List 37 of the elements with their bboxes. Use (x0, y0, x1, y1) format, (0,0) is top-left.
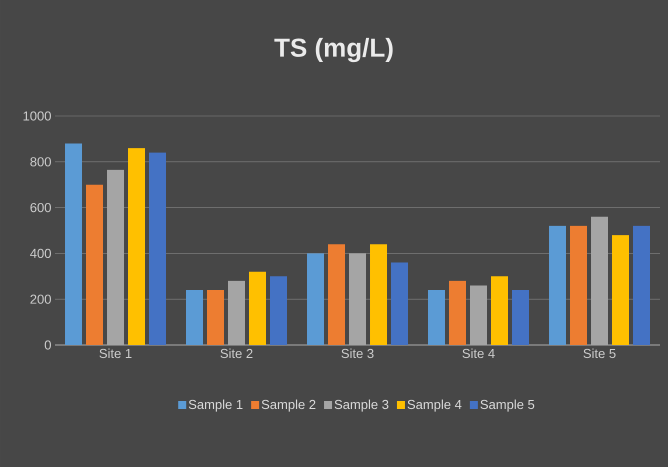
bar (128, 148, 146, 345)
legend-label: Sample 5 (480, 400, 534, 412)
bar (270, 276, 288, 345)
bar (491, 276, 508, 345)
bar (428, 290, 446, 345)
y-tick-label: 200 (30, 294, 51, 304)
legend-label: Sample 3 (334, 400, 388, 412)
x-tick-label: Site 2 (220, 348, 252, 358)
y-tick-label: 600 (30, 202, 51, 212)
bar (612, 235, 629, 345)
chart-title: TS (mg/L) (274, 38, 393, 62)
bar (370, 244, 388, 345)
bar (86, 184, 104, 345)
y-tick-label: 1000 (24, 111, 51, 121)
x-tick-label: Site 4 (462, 348, 495, 358)
bar (633, 226, 650, 345)
y-tick-label: 800 (30, 157, 51, 166)
y-tick-label: 400 (30, 248, 51, 258)
bar (249, 272, 266, 345)
y-tick-label: 0 (44, 340, 51, 350)
x-tick-label: Site 5 (583, 348, 616, 358)
bar (207, 290, 224, 345)
bar (65, 143, 82, 345)
bar (149, 152, 166, 345)
legend-label: Sample 2 (262, 400, 316, 412)
bar (391, 262, 408, 345)
x-tick-label: Site 1 (99, 348, 132, 358)
legend-label: Sample 4 (408, 400, 462, 412)
bar (186, 290, 204, 345)
bar (549, 226, 566, 345)
bar (570, 226, 587, 345)
bar (449, 280, 466, 345)
legend-label: Sample 1 (188, 400, 242, 412)
bar (307, 253, 324, 345)
x-tick-label: Site 3 (341, 348, 374, 358)
bar (328, 244, 346, 345)
bar (512, 290, 530, 345)
